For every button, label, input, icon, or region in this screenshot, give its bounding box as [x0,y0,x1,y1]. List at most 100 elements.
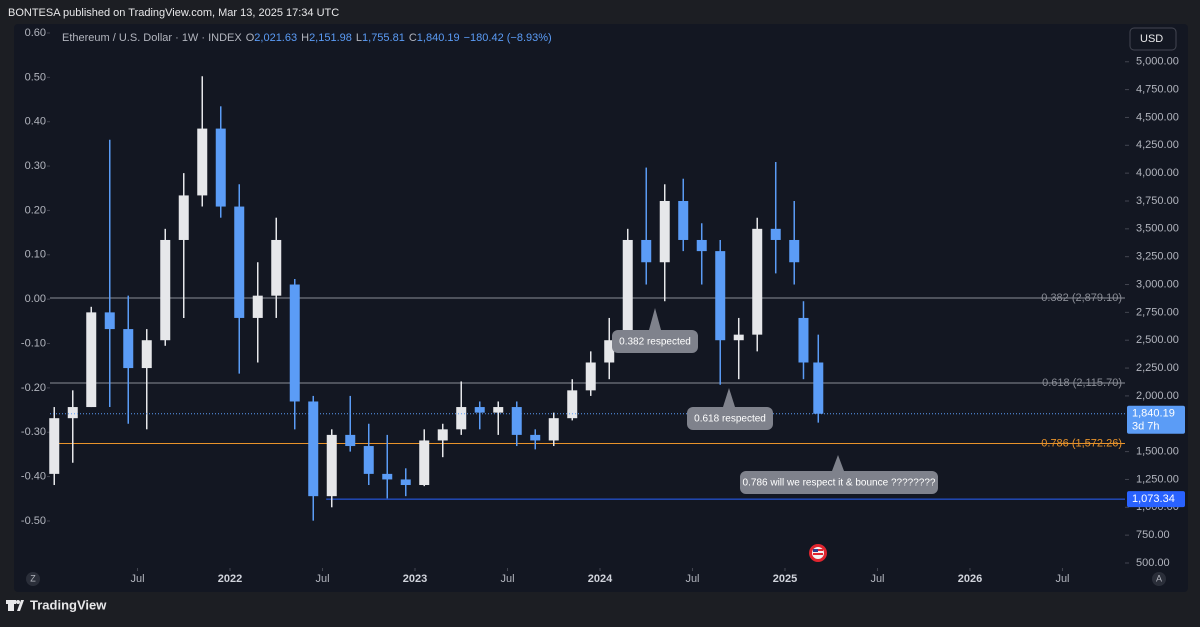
y-tick-label: 4,500.00 [1136,111,1179,123]
y2-tick-label: 0.50 [25,71,46,83]
y2-tick-label: 0.60 [25,27,46,39]
currency-label[interactable]: USD [1140,33,1163,45]
y2-tick-label: -0.30 [21,426,46,438]
y2-tick-label: -0.20 [21,382,46,394]
y-tick-label: 1,250.00 [1136,473,1179,485]
legend-item: 1,755.81 [362,32,405,44]
callout-pointer [649,308,661,330]
y2-tick-label: 0.10 [25,249,46,261]
auto-label[interactable]: A [1156,573,1162,583]
legend-item: Ethereum / U.S. Dollar · 1W · INDEX [62,32,242,44]
y-tick-label: 2,250.00 [1136,362,1179,374]
candle-body [733,334,744,341]
y-tick-label: 1,500.00 [1136,446,1179,458]
x-tick-label: Jul [500,573,514,585]
footer-brand: TradingView [30,597,107,612]
y-tick-label: 3,000.00 [1136,278,1179,290]
zoom-button[interactable] [26,572,40,586]
candle-body [271,239,282,296]
candle-body [696,239,707,252]
candle-body [234,206,245,318]
candle-body [456,407,467,430]
y-tick-label: 750.00 [1136,529,1170,541]
candle-body [289,284,300,402]
legend: Ethereum / U.S. Dollar · 1W · INDEX O 2,02… [62,32,552,44]
x-tick-label: Jul [1055,573,1069,585]
x-tick-label: 2022 [218,573,242,585]
y-tick-label: 2,000.00 [1136,390,1179,402]
y-tick-label: 2,500.00 [1136,334,1179,346]
callout-text: 0.382 respected [619,337,691,348]
level-tag [1127,491,1185,508]
y-tick-label: 500.00 [1136,557,1170,569]
legend-item: 1,840.19 [417,32,460,44]
candle-body [493,407,504,413]
candle-body [86,312,97,408]
level-label: 0.786 (1,572.26) [1041,437,1122,449]
candle-body [400,479,411,486]
candle-body [252,295,263,318]
candle-body [604,340,615,363]
candle-body [178,195,189,240]
x-tick-label: 2026 [958,573,982,585]
candle-body [123,329,134,369]
legend-item: 2,021.63 [254,32,297,44]
y2-tick-label: 0.30 [25,160,46,172]
x-tick-label: Jul [315,573,329,585]
candle-body [326,434,337,497]
y-tick-label: 4,250.00 [1136,139,1179,151]
footer-logo [6,600,24,611]
y2-tick-label: -0.10 [21,337,46,349]
candle-body [49,418,60,474]
callout-pointer [832,455,844,471]
currency-button[interactable] [1129,27,1177,51]
x-tick-label: Jul [685,573,699,585]
last-price-tag [1127,405,1185,434]
chart-panel [14,24,1188,592]
callout-box [687,407,773,430]
candle-body [197,128,208,196]
candle-body [382,473,393,480]
y-tick-label: 3,750.00 [1136,195,1179,207]
legend-item: O [246,32,255,44]
candle-body [548,418,559,441]
zoom-label[interactable]: Z [30,573,36,583]
callout-text: 0.786 will we respect it & bounce ??????… [743,478,936,489]
candle-body [789,239,800,263]
callout-text: 0.618 respected [694,414,766,425]
candle-body [437,429,448,441]
candle-body [141,340,152,369]
plot: 500.00750.001,000.001,250.001,500.002,00… [21,27,1185,585]
candle-body [813,362,824,414]
candle-body [798,317,809,363]
candle-body [770,228,781,240]
callout-box [740,471,938,494]
legend-item: L [356,32,362,44]
candle-body [641,239,652,263]
candle-body [659,200,670,263]
y-tick-label: 4,000.00 [1136,167,1179,179]
legend-item: −180.42 (−8.93%) [464,32,552,44]
x-tick-label: 2023 [403,573,427,585]
candle-body [585,362,596,391]
level-label: 0.382 (2,879.10) [1041,292,1122,304]
callout-box [612,330,698,353]
auto-button[interactable] [1152,572,1166,586]
y2-tick-label: 0.20 [25,204,46,216]
candle-body [419,440,430,486]
candle-body [622,239,633,341]
candle-body [567,390,578,419]
legend-item: 2,151.98 [309,32,352,44]
y2-tick-label: -0.40 [21,471,46,483]
candle-body [67,407,78,419]
y2-tick-label: 0.00 [25,293,46,305]
level-label: 1,073.34 [1132,493,1175,505]
candle-body [752,228,763,335]
y2-tick-label: 0.40 [25,116,46,128]
y2-tick-label: -0.50 [21,515,46,527]
x-tick-label: Jul [870,573,884,585]
flag-icon [809,544,827,562]
candle-body [308,401,319,497]
candle-body [104,312,115,330]
candle-body [715,251,726,341]
